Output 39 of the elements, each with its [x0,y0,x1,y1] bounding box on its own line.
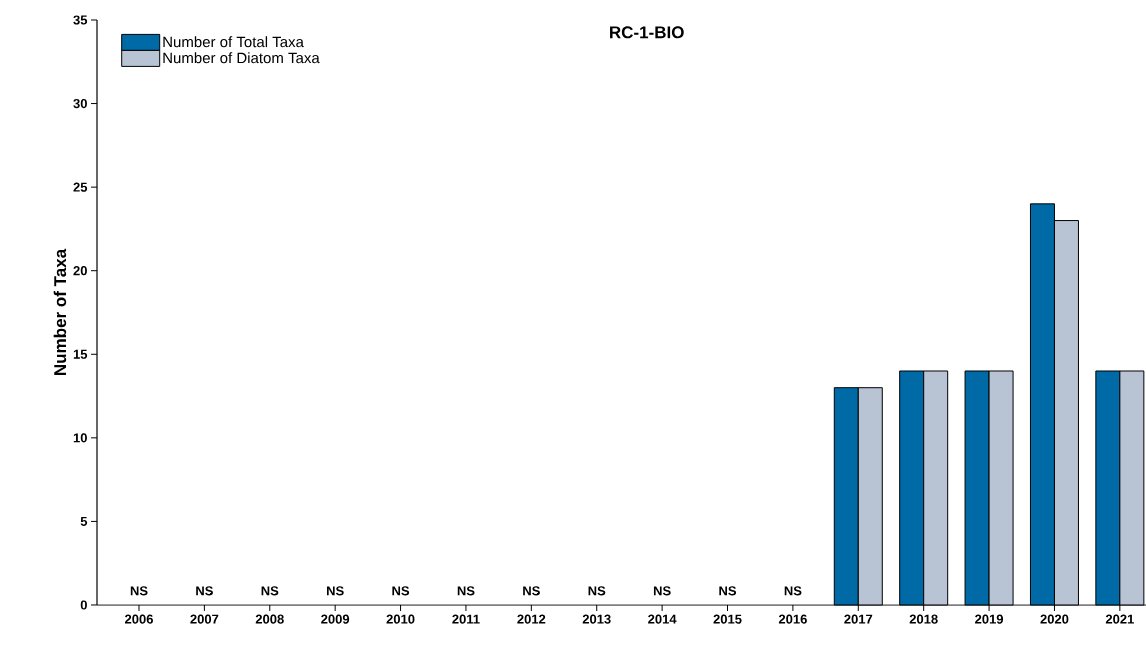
y-tick-label: 5 [80,516,88,526]
x-tick-label: 2020 [1040,614,1069,624]
y-tick-label: 25 [73,182,88,192]
annotation: NS [196,586,213,596]
y-tick-label: 10 [73,433,87,443]
x-tick-label: 2009 [321,614,350,624]
annotation: NS [653,586,671,596]
x-tick-label: 2017 [844,614,873,624]
x-tick-label: 2011 [452,614,480,624]
annotation: NS [784,586,802,596]
annotation: NS [588,586,606,596]
annotation: NS [130,586,148,596]
annotation: NS [261,586,279,596]
x-tick-label: 2006 [124,614,153,624]
x-tick-label: 2010 [386,614,415,624]
annotation: NS [719,586,737,596]
y-tick-label: 15 [73,349,88,359]
x-tick-label: 2014 [648,614,677,624]
x-tick-label: 2015 [713,614,742,624]
y-tick-label: 20 [73,266,87,276]
x-tick-label: 2008 [255,614,284,624]
x-tick-label: 2021 [1105,614,1134,624]
x-tick-label: 2019 [975,614,1004,624]
annotation: NS [457,586,475,596]
legend-label: Number of Total Taxa [163,36,304,48]
x-tick-label: 2013 [582,614,611,624]
legend-label: Number of Diatom Taxa [163,52,320,64]
y-tick-label: 35 [73,15,88,25]
chart-title: RC-1-BIO [610,26,684,39]
annotation: NS [327,586,344,596]
x-tick-label: 2007 [190,614,219,624]
y-tick-label: 30 [73,98,87,109]
annotation: NS [392,586,410,596]
y-axis-title: Number of Taxa [53,248,67,375]
annotation: NS [523,586,540,596]
x-tick-label: 2012 [517,614,546,624]
y-tick-label: 0 [80,600,87,610]
x-tick-label: 2018 [909,614,938,624]
x-tick-label: 2016 [778,614,807,624]
